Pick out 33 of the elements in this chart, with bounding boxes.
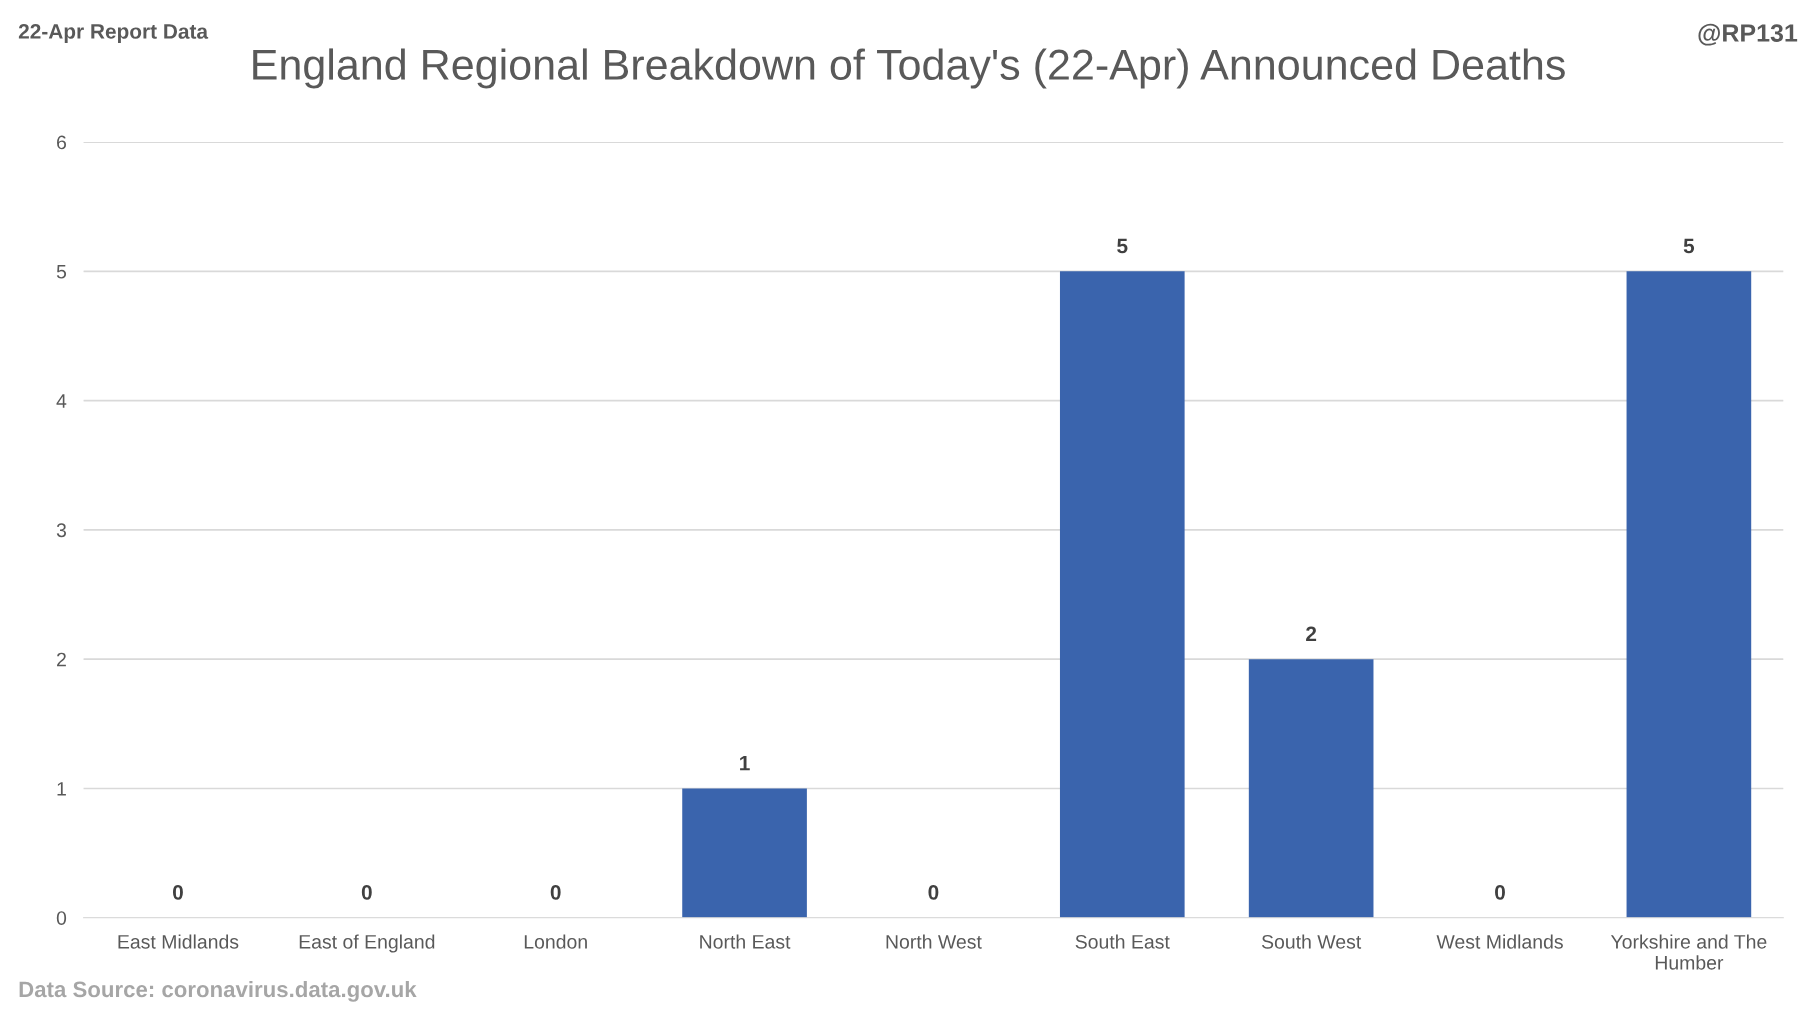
x-tick-label: London xyxy=(524,934,587,949)
data-label: 2 xyxy=(1306,626,1317,641)
data-label: 0 xyxy=(361,885,372,900)
bar xyxy=(1059,271,1185,918)
x-tick-label: North West xyxy=(886,934,982,949)
y-tick-label: 4 xyxy=(56,394,67,408)
bar xyxy=(682,788,807,918)
x-tick-label: North East xyxy=(700,934,791,949)
bar xyxy=(1248,659,1374,918)
source-note: Data Source: coronavirus.data.gov.uk xyxy=(19,980,417,1002)
chart-title: England Regional Breakdown of Today's (22-Apr) Announced Deaths xyxy=(253,48,1565,89)
x-tick-label: South West xyxy=(1261,934,1362,949)
data-label: 5 xyxy=(1117,238,1128,254)
x-tick-label: East Midlands xyxy=(118,934,239,949)
x-tick-label: East of England xyxy=(299,934,435,953)
y-tick-label: 3 xyxy=(56,523,67,538)
x-tick-label: South East xyxy=(1075,934,1170,949)
text: 22-Apr Report Data xyxy=(18,24,209,43)
x-tick-label: Yorkshire and The Humber xyxy=(1610,934,1767,970)
data-label: 1 xyxy=(740,755,750,771)
data-label: 0 xyxy=(173,885,183,900)
x-tick-label: West Midlands xyxy=(1436,934,1563,949)
text: @RP131 xyxy=(1698,23,1798,46)
y-tick-label: 6 xyxy=(57,135,67,150)
data-label: 0 xyxy=(1495,885,1505,900)
y-tick-label: 0 xyxy=(56,911,67,925)
bar xyxy=(1626,271,1752,918)
y-tick-label: 5 xyxy=(56,265,67,279)
data-label: 0 xyxy=(928,885,939,900)
data-label: 0 xyxy=(550,885,561,900)
y-tick-label: 1 xyxy=(57,782,66,796)
data-label: 5 xyxy=(1683,238,1695,254)
y-tick-label: 2 xyxy=(57,652,66,667)
